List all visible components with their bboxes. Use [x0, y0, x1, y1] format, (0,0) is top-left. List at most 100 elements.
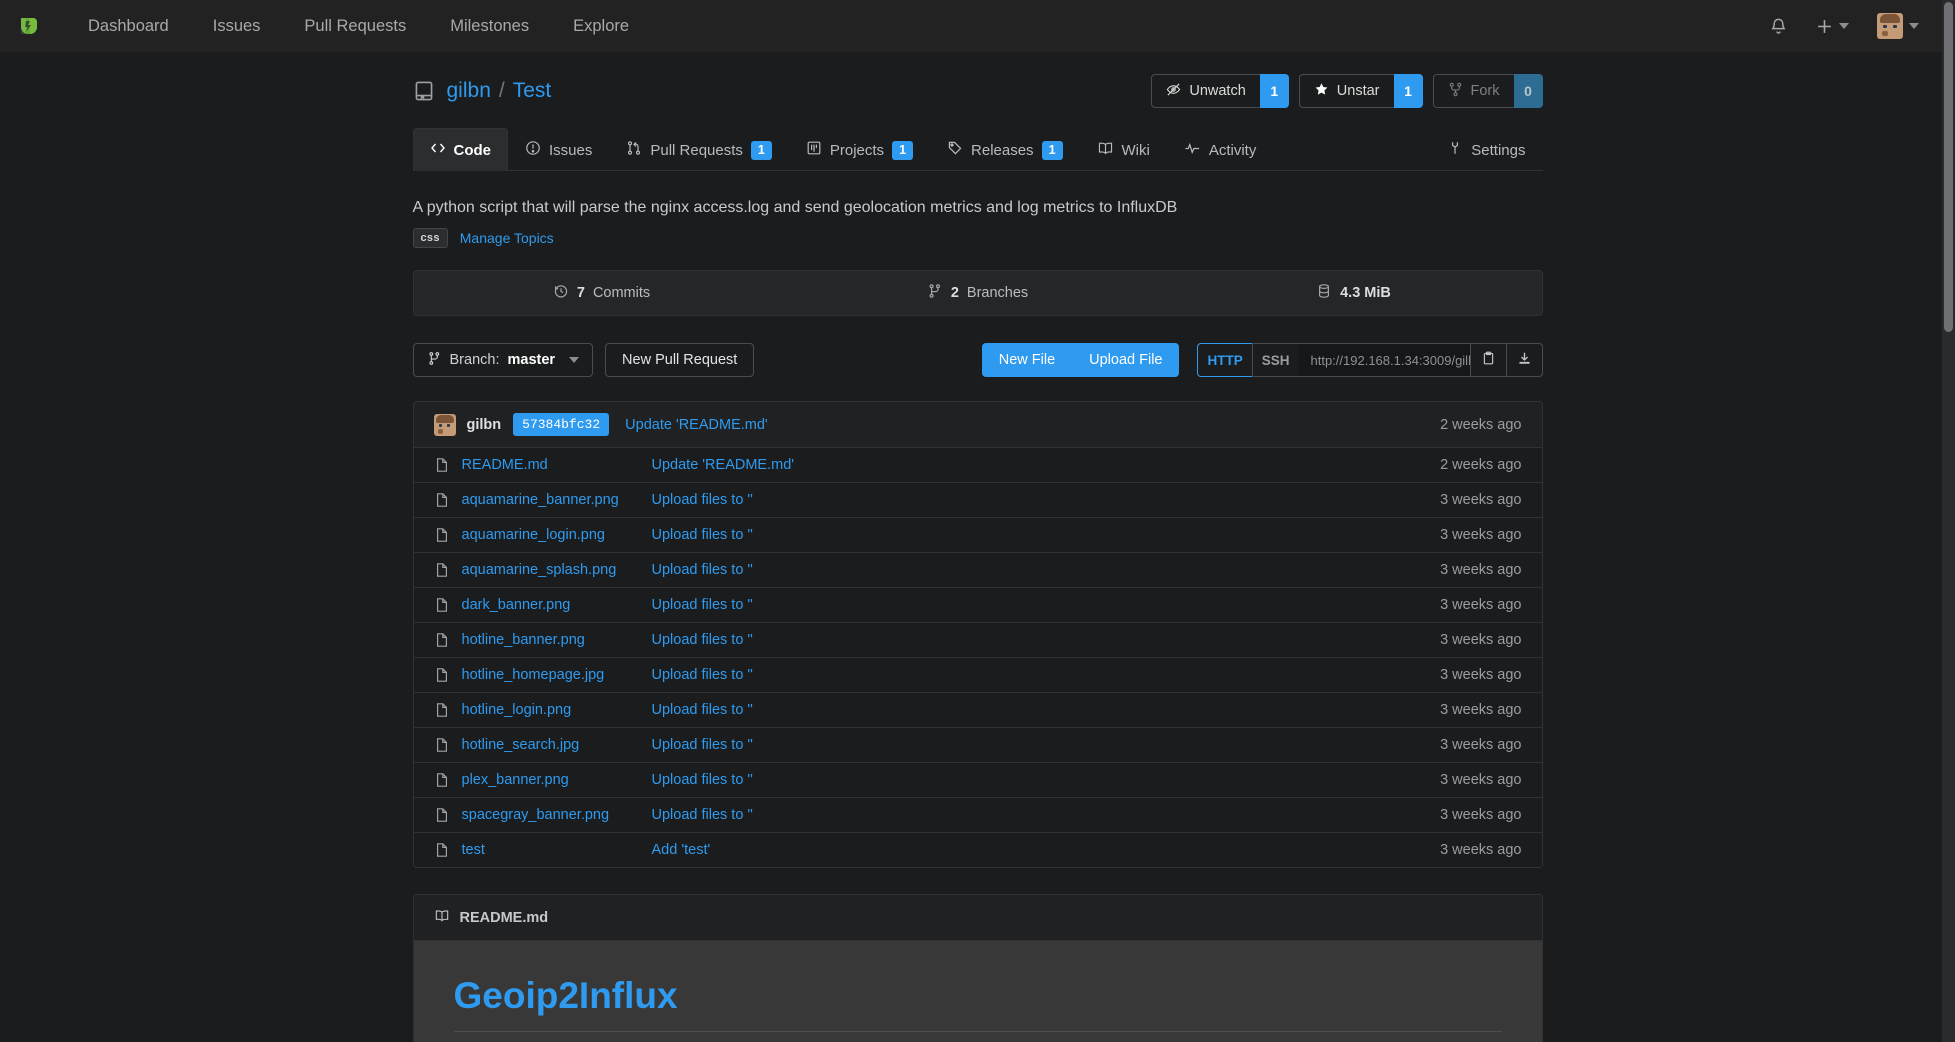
new-pull-request-button[interactable]: New Pull Request: [605, 343, 755, 377]
nav-link-dashboard[interactable]: Dashboard: [88, 17, 169, 35]
file-commit-message-link[interactable]: Upload files to '': [651, 632, 753, 648]
file-name-link[interactable]: hotline_login.png: [461, 702, 572, 718]
tab-settings[interactable]: Settings: [1430, 128, 1542, 171]
clone-url-input[interactable]: http://192.168.1.34:3009/gilbn/Tes: [1298, 343, 1471, 377]
database-icon: [1316, 283, 1332, 303]
repo-toolbar: Branch: master New Pull Request New File…: [412, 343, 1543, 377]
unstar-button[interactable]: Unstar: [1298, 74, 1394, 108]
tab-issues-label: Issues: [549, 141, 593, 159]
tab-projects[interactable]: Projects 1: [789, 128, 930, 171]
clone-url-group: HTTP SSH http://192.168.1.34:3009/gilbn/…: [1197, 343, 1543, 377]
unstar-label: Unstar: [1336, 83, 1380, 99]
file-commit-message-link[interactable]: Update 'README.md': [651, 457, 795, 473]
avatar[interactable]: [1863, 0, 1933, 52]
branch-selector[interactable]: Branch: master: [412, 343, 594, 377]
table-row: aquamarine_splash.png Upload files to '' 3…: [413, 553, 1542, 588]
upload-file-button[interactable]: Upload File: [1072, 343, 1180, 377]
file-rows-container: README.md Update 'README.md' 2 weeks ago aq…: [413, 448, 1542, 867]
tab-code-label: Code: [453, 141, 492, 159]
book-icon: [1097, 140, 1114, 160]
tab-releases[interactable]: Releases 1: [930, 128, 1080, 171]
tab-projects-count: 1: [892, 140, 914, 160]
file-commit-message-link[interactable]: Upload files to '': [651, 807, 753, 823]
tab-wiki[interactable]: Wiki: [1080, 128, 1167, 171]
table-row: dark_banner.png Upload files to '' 3 weeks…: [413, 588, 1542, 623]
plus-icon[interactable]: [1802, 0, 1863, 52]
file-name-link[interactable]: aquamarine_login.png: [461, 527, 606, 543]
file-name-link[interactable]: dark_banner.png: [461, 597, 571, 613]
topic-chip-css[interactable]: css: [412, 228, 448, 248]
readme-heading: Geoip2Influx: [453, 975, 1502, 1032]
copy-clone-url-button[interactable]: [1470, 343, 1507, 377]
file-commit-message-link[interactable]: Upload files to '': [651, 597, 753, 613]
fork-count: 0: [1513, 74, 1543, 108]
file-commit-message-link[interactable]: Upload files to '': [651, 702, 753, 718]
file-commit-message-link[interactable]: Upload files to '': [651, 492, 753, 508]
file-commit-message-link[interactable]: Upload files to '': [651, 562, 753, 578]
page-scrollbar[interactable]: [1942, 0, 1955, 1042]
tag-icon: [947, 140, 963, 160]
unwatch-button[interactable]: Unwatch: [1151, 74, 1260, 108]
commit-sha-badge[interactable]: 57384bfc32: [513, 413, 610, 436]
branch-icon: [927, 283, 943, 303]
nav-link-issues[interactable]: Issues: [212, 17, 261, 35]
manage-topics-link[interactable]: Manage Topics: [459, 230, 554, 246]
unwatch-button-group: Unwatch 1: [1151, 74, 1289, 108]
stat-commits-value: 7: [576, 285, 585, 301]
file-name-link[interactable]: plex_banner.png: [461, 772, 569, 788]
bell-icon[interactable]: [1755, 0, 1802, 52]
tab-pull-requests[interactable]: Pull Requests 1: [609, 128, 789, 171]
file-name-link[interactable]: hotline_homepage.jpg: [461, 667, 605, 683]
repo-header: gilbn / Test Un: [412, 52, 1543, 171]
branch-prefix-label: Branch:: [449, 352, 500, 368]
primary-nav: Dashboard Issues Pull Requests Milestone…: [66, 0, 651, 52]
tab-code[interactable]: Code: [412, 128, 508, 171]
clipboard-icon: [1481, 351, 1496, 369]
file-name-link[interactable]: hotline_banner.png: [461, 632, 585, 648]
stat-commits[interactable]: 7 Commits: [414, 271, 790, 315]
file-name-link[interactable]: test: [461, 842, 485, 858]
repo-owner-link[interactable]: gilbn: [446, 79, 491, 102]
gitea-logo-icon[interactable]: [14, 11, 44, 41]
commit-message-link[interactable]: Update 'README.md': [625, 416, 768, 433]
stat-branches[interactable]: 2 Branches: [790, 271, 1166, 315]
fork-button[interactable]: Fork: [1432, 74, 1514, 108]
file-commit-message-link[interactable]: Upload files to '': [651, 527, 753, 543]
new-file-button[interactable]: New File: [981, 343, 1073, 377]
file-name-link[interactable]: aquamarine_banner.png: [461, 492, 619, 508]
repo-action-buttons: Unwatch 1 Unstar: [1151, 74, 1543, 108]
download-repo-button[interactable]: [1506, 343, 1543, 377]
file-name-link[interactable]: aquamarine_splash.png: [461, 562, 617, 578]
commit-author-link[interactable]: gilbn: [466, 416, 502, 433]
history-icon: [553, 283, 569, 303]
repo-name-link[interactable]: Test: [512, 79, 552, 102]
file-commit-message-link[interactable]: Upload files to '': [651, 737, 753, 753]
file-commit-message-link[interactable]: Upload files to '': [651, 667, 753, 683]
nav-link-explore[interactable]: Explore: [573, 17, 630, 35]
clone-protocol-ssh-button[interactable]: SSH: [1251, 343, 1299, 377]
file-commit-message-link[interactable]: Upload files to '': [651, 772, 753, 788]
latest-commit-header: gilbn 57384bfc32 Update 'README.md' 2 we…: [413, 402, 1542, 448]
project-icon: [806, 140, 822, 160]
tab-activity[interactable]: Activity: [1167, 128, 1274, 171]
scrollbar-thumb[interactable]: [1944, 2, 1953, 332]
repo-stats-bar: 7 Commits 2 Branches: [412, 270, 1543, 316]
file-age: 3 weeks ago: [1440, 807, 1522, 823]
file-age: 3 weeks ago: [1440, 772, 1522, 788]
file-icon: [434, 772, 450, 788]
file-name-link[interactable]: spacegray_banner.png: [461, 807, 610, 823]
unwatch-count: 1: [1259, 74, 1289, 108]
nav-link-milestones[interactable]: Milestones: [450, 17, 530, 35]
repo-path-separator: /: [498, 79, 505, 102]
download-icon: [1517, 351, 1532, 369]
file-name-link[interactable]: README.md: [461, 457, 548, 473]
tab-issues[interactable]: Issues: [508, 128, 609, 171]
nav-link-pull-requests[interactable]: Pull Requests: [304, 17, 407, 35]
table-row: plex_banner.png Upload files to '' 3 weeks…: [413, 763, 1542, 798]
table-row: aquamarine_login.png Upload files to '' 3 …: [413, 518, 1542, 553]
table-row: aquamarine_banner.png Upload files to '' 3…: [413, 483, 1542, 518]
file-name-link[interactable]: hotline_search.jpg: [461, 737, 580, 753]
file-commit-message-link[interactable]: Add 'test': [651, 842, 711, 858]
clone-protocol-http-button[interactable]: HTTP: [1197, 343, 1252, 377]
file-age: 3 weeks ago: [1440, 842, 1522, 858]
